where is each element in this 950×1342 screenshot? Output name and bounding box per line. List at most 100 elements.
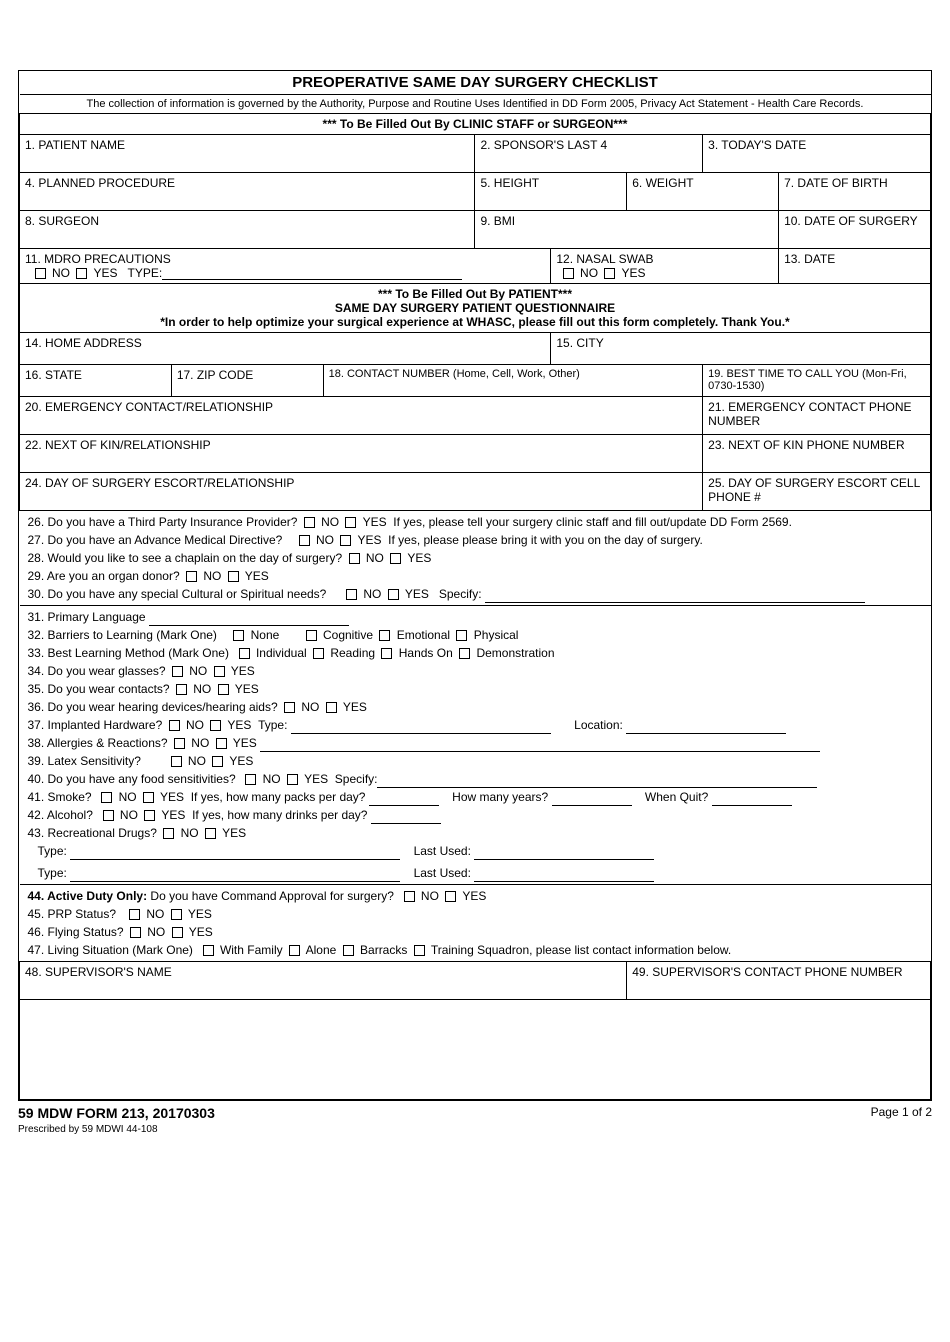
q47-alone-checkbox[interactable] <box>289 945 300 956</box>
nasal-yes-checkbox[interactable] <box>604 268 615 279</box>
q43-type2-input[interactable] <box>70 869 400 882</box>
field-nok-phone[interactable]: 23. NEXT OF KIN PHONE NUMBER <box>703 435 931 473</box>
field-date-of-surgery[interactable]: 10. DATE OF SURGERY <box>779 211 931 249</box>
q46-yes-checkbox[interactable] <box>172 927 183 938</box>
q36-yes-checkbox[interactable] <box>326 702 337 713</box>
q42-drinks-input[interactable] <box>371 811 441 824</box>
q35-no-checkbox[interactable] <box>176 684 187 695</box>
q37-loc-input[interactable] <box>626 721 786 734</box>
nasal-no-checkbox[interactable] <box>563 268 574 279</box>
q27-no: NO <box>316 533 334 547</box>
field-home-address[interactable]: 14. HOME ADDRESS <box>20 333 551 365</box>
q33-demo-checkbox[interactable] <box>459 648 470 659</box>
q31-input[interactable] <box>149 613 349 626</box>
field-dob[interactable]: 7. DATE OF BIRTH <box>779 173 931 211</box>
q34-no-checkbox[interactable] <box>172 666 183 677</box>
q34-yes-checkbox[interactable] <box>214 666 225 677</box>
q30-specify-input[interactable] <box>485 590 865 603</box>
q38-yes-checkbox[interactable] <box>216 738 227 749</box>
q41-years-input[interactable] <box>552 793 632 806</box>
mdro-yes-checkbox[interactable] <box>76 268 87 279</box>
q44-no-checkbox[interactable] <box>404 891 415 902</box>
field-emergency-contact[interactable]: 20. EMERGENCY CONTACT/RELATIONSHIP <box>20 397 703 435</box>
field-supervisor-phone[interactable]: 49. SUPERVISOR'S CONTACT PHONE NUMBER <box>627 962 931 1000</box>
q41-packs-input[interactable] <box>369 793 439 806</box>
page-number: Page 1 of 2 <box>871 1105 932 1135</box>
field-best-time[interactable]: 19. BEST TIME TO CALL YOU (Mon-Fri, 0730… <box>703 365 931 397</box>
q42-no-checkbox[interactable] <box>103 810 114 821</box>
field-zip[interactable]: 17. ZIP CODE <box>171 365 323 397</box>
q33-individual-checkbox[interactable] <box>239 648 250 659</box>
q43-type1-input[interactable] <box>70 847 400 860</box>
field-city[interactable]: 15. CITY <box>551 333 931 365</box>
field-nasal-swab[interactable]: 12. NASAL SWAB NO YES <box>551 249 779 284</box>
q37-yes-checkbox[interactable] <box>210 720 221 731</box>
q29-yes-checkbox[interactable] <box>228 571 239 582</box>
q41-packs-label: If yes, how many packs per day? <box>191 790 366 804</box>
q33-reading-checkbox[interactable] <box>313 648 324 659</box>
field-date-13[interactable]: 13. DATE <box>779 249 931 284</box>
field-contact-number[interactable]: 18. CONTACT NUMBER (Home, Cell, Work, Ot… <box>323 365 703 397</box>
field-next-of-kin[interactable]: 22. NEXT OF KIN/RELATIONSHIP <box>20 435 703 473</box>
q35-yes-checkbox[interactable] <box>218 684 229 695</box>
field-emergency-phone[interactable]: 21. EMERGENCY CONTACT PHONE NUMBER <box>703 397 931 435</box>
field-sponsors-last-4[interactable]: 2. SPONSOR'S LAST 4 <box>475 135 703 173</box>
q43-no-checkbox[interactable] <box>163 828 174 839</box>
q44-yes-checkbox[interactable] <box>445 891 456 902</box>
q26-yes-checkbox[interactable] <box>345 517 356 528</box>
q27-yes-checkbox[interactable] <box>340 535 351 546</box>
field-bmi[interactable]: 9. BMI <box>475 211 779 249</box>
q29-no-checkbox[interactable] <box>186 571 197 582</box>
q33-opt-handson: Hands On <box>399 646 453 660</box>
q37-no-checkbox[interactable] <box>169 720 180 731</box>
q43-yes-checkbox[interactable] <box>205 828 216 839</box>
field-height[interactable]: 5. HEIGHT <box>475 173 627 211</box>
field-todays-date[interactable]: 3. TODAY'S DATE <box>703 135 931 173</box>
q45-no-checkbox[interactable] <box>129 909 140 920</box>
q43-last1-input[interactable] <box>474 847 654 860</box>
q33-handson-checkbox[interactable] <box>381 648 392 659</box>
q47-training-checkbox[interactable] <box>414 945 425 956</box>
q39-yes-checkbox[interactable] <box>212 756 223 767</box>
q46-no-checkbox[interactable] <box>130 927 141 938</box>
q32-emotional-checkbox[interactable] <box>379 630 390 641</box>
q42-yes-checkbox[interactable] <box>144 810 155 821</box>
field-escort[interactable]: 24. DAY OF SURGERY ESCORT/RELATIONSHIP <box>20 473 703 511</box>
field-mdro[interactable]: 11. MDRO PRECAUTIONS NO YES TYPE: <box>20 249 551 284</box>
field-weight[interactable]: 6. WEIGHT <box>627 173 779 211</box>
q38-no-checkbox[interactable] <box>174 738 185 749</box>
q32-none-checkbox[interactable] <box>233 630 244 641</box>
q43-last2-input[interactable] <box>474 869 654 882</box>
q27-no-checkbox[interactable] <box>299 535 310 546</box>
q32-physical-checkbox[interactable] <box>456 630 467 641</box>
q40-specify-input[interactable] <box>377 775 817 788</box>
q47-family-checkbox[interactable] <box>203 945 214 956</box>
q30-no-checkbox[interactable] <box>346 589 357 600</box>
q40-no-checkbox[interactable] <box>245 774 256 785</box>
mdro-no-checkbox[interactable] <box>35 268 46 279</box>
q30-yes-checkbox[interactable] <box>388 589 399 600</box>
q30-yes: YES <box>405 587 429 601</box>
q37-type-input[interactable] <box>291 721 551 734</box>
q37-type-label: Type: <box>258 718 287 732</box>
field-supervisor-name[interactable]: 48. SUPERVISOR'S NAME <box>20 962 627 1000</box>
mdro-type-input[interactable] <box>162 267 462 280</box>
field-patient-name[interactable]: 1. PATIENT NAME <box>20 135 475 173</box>
q41-quit-input[interactable] <box>712 793 792 806</box>
q39-no-checkbox[interactable] <box>171 756 182 767</box>
field-surgeon[interactable]: 8. SURGEON <box>20 211 475 249</box>
q38-input[interactable] <box>260 739 820 752</box>
field-escort-phone[interactable]: 25. DAY OF SURGERY ESCORT CELL PHONE # <box>703 473 931 511</box>
q47-barracks-checkbox[interactable] <box>343 945 354 956</box>
q28-yes-checkbox[interactable] <box>390 553 401 564</box>
q45-yes-checkbox[interactable] <box>171 909 182 920</box>
q32-cognitive-checkbox[interactable] <box>306 630 317 641</box>
q41-yes-checkbox[interactable] <box>143 792 154 803</box>
q41-no-checkbox[interactable] <box>101 792 112 803</box>
q28-no-checkbox[interactable] <box>349 553 360 564</box>
q36-no-checkbox[interactable] <box>284 702 295 713</box>
q26-no-checkbox[interactable] <box>304 517 315 528</box>
field-state[interactable]: 16. STATE <box>20 365 172 397</box>
field-planned-procedure[interactable]: 4. PLANNED PROCEDURE <box>20 173 475 211</box>
q40-yes-checkbox[interactable] <box>287 774 298 785</box>
